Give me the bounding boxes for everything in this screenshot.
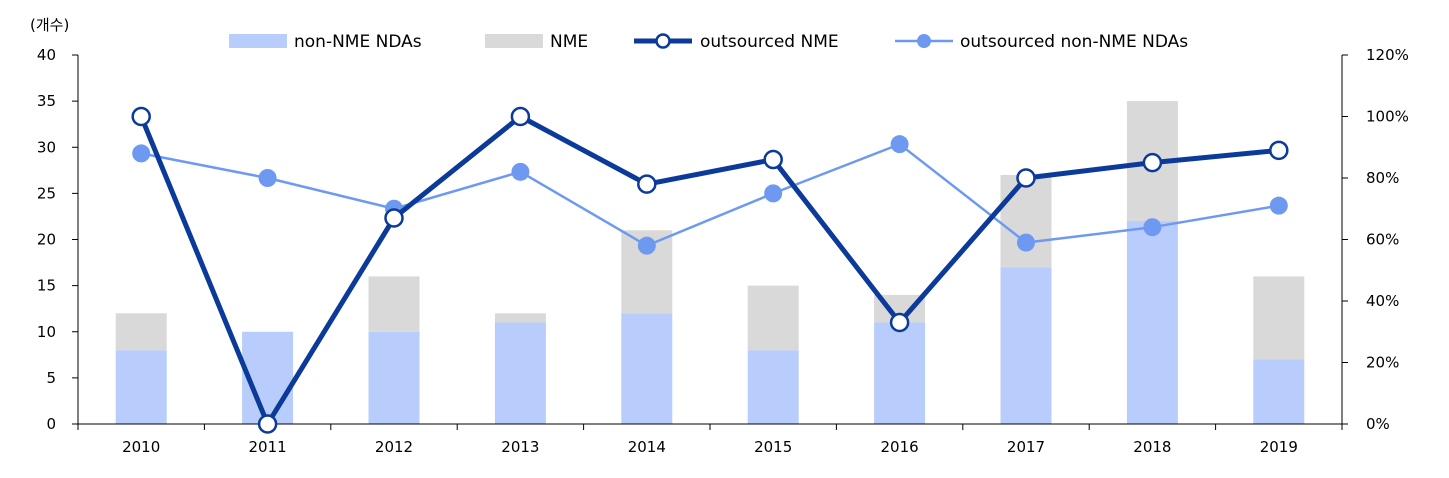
y-left-tick-label: 25 [37, 184, 56, 202]
bar-nme [747, 285, 799, 351]
bar-non-nme-ndas [1126, 221, 1178, 424]
y-right-tick-label: 120% [1366, 46, 1409, 64]
x-tick-label: 2012 [375, 438, 413, 456]
legend-marker-outsourced-nme [655, 33, 671, 49]
line-outsourced-non-nme-ndas [140, 142, 1280, 247]
point-outsourced-nme [257, 414, 278, 434]
axes: 0 5 10 15 20 25 30 35 40 0% 20% 40% 60% 80% 100% 120% 20… [37, 46, 1409, 456]
y-left-tick-label: 0 [46, 415, 56, 433]
bar-nme [1253, 276, 1305, 360]
y-left-tick-label: 30 [37, 138, 56, 156]
legend-label-non-nme-ndas: non-NME NDAs [294, 32, 422, 52]
bar-non-nme-ndas [1253, 359, 1305, 424]
legend-label-outsourced-nme: outsourced NME [700, 32, 839, 52]
line-group [131, 106, 1289, 434]
y-left-tick-label: 5 [46, 369, 56, 387]
legend: non-NME NDAs NME outsourced NME outsourced … [229, 32, 1188, 52]
legend-label-nme: NME [550, 32, 588, 52]
x-tick-label: 2011 [249, 438, 287, 456]
point-outsourced-non-nme-ndas [1269, 196, 1288, 215]
y-left-tick-label: 35 [37, 92, 56, 110]
legend-label-outsourced-non-nme-ndas: outsourced non-NME NDAs [960, 32, 1188, 52]
y-left-tick-label: 10 [37, 323, 56, 341]
point-outsourced-non-nme-ndas [764, 184, 783, 203]
point-outsourced-non-nme-ndas [637, 236, 656, 255]
line-outsourced-nme [138, 114, 1280, 427]
y-right-tick-label: 40% [1366, 292, 1399, 310]
bar-nme [368, 276, 420, 332]
point-outsourced-nme [1269, 140, 1289, 161]
bar-nme [494, 313, 546, 323]
point-outsourced-nme [1142, 152, 1163, 173]
legend-swatch-non-nme-ndas [229, 34, 287, 48]
point-outsourced-nme [889, 312, 910, 333]
point-outsourced-non-nme-ndas [1017, 233, 1035, 252]
y-left-tick-label: 15 [37, 277, 56, 295]
bar-non-nme-ndas [115, 350, 167, 424]
legend-marker-outsourced-non-nme-ndas [917, 34, 931, 48]
y-axis-unit-label: (개수) [30, 16, 69, 34]
x-tick-label: 2018 [1133, 438, 1171, 456]
point-outsourced-non-nme-ndas [132, 144, 151, 163]
point-outsourced-nme [510, 106, 531, 127]
bar-non-nme-ndas [621, 313, 673, 424]
y-right-tick-label: 60% [1366, 231, 1399, 249]
point-outsourced-non-nme-ndas [890, 135, 909, 154]
x-tick-label: 2013 [501, 438, 539, 456]
bar-non-nme-ndas [1000, 267, 1052, 424]
bar-nme [115, 313, 167, 351]
x-tick-label: 2017 [1007, 438, 1045, 456]
y-left-tick-label: 20 [37, 231, 56, 249]
y-left-tick-label: 40 [37, 46, 56, 64]
bar-non-nme-ndas [494, 322, 546, 424]
point-outsourced-non-nme-ndas [1143, 218, 1162, 237]
bar-group [115, 101, 1305, 424]
x-tick-label: 2019 [1260, 438, 1298, 456]
point-outsourced-non-nme-ndas [511, 162, 530, 181]
y-right-tick-label: 100% [1366, 108, 1409, 126]
x-tick-label: 2010 [122, 438, 160, 456]
bar-nme [1000, 174, 1052, 268]
bar-non-nme-ndas [874, 322, 926, 424]
point-outsourced-nme [763, 149, 783, 170]
x-tick-label: 2016 [881, 438, 919, 456]
x-tick-label: 2015 [754, 438, 792, 456]
bar-non-nme-ndas [368, 331, 420, 424]
x-tick-label: 2014 [628, 438, 666, 456]
point-outsourced-nme [1016, 168, 1036, 188]
point-outsourced-non-nme-ndas [258, 169, 277, 187]
point-outsourced-nme [384, 208, 404, 228]
bar-non-nme-ndas [747, 350, 799, 424]
y-right-tick-label: 20% [1366, 354, 1399, 372]
y-right-tick-label: 0% [1366, 415, 1390, 433]
legend-swatch-nme [485, 34, 543, 48]
point-outsourced-nme [131, 106, 151, 127]
point-outsourced-nme [637, 174, 657, 194]
y-right-tick-label: 80% [1366, 169, 1399, 187]
